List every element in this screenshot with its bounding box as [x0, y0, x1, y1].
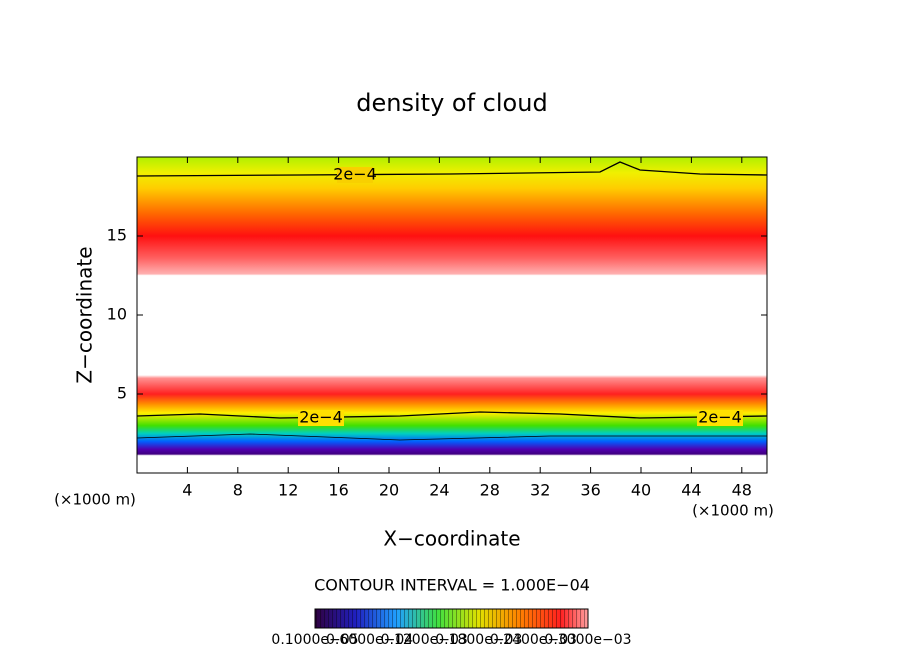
contour-line [136, 433, 767, 441]
label-bg [337, 167, 373, 183]
x-tick-label: 36 [580, 481, 600, 500]
x-tick-label: 24 [429, 481, 449, 500]
x-tick-label: 8 [233, 481, 243, 500]
colorbar-label: 0.3000e−03 [544, 632, 631, 648]
label-bg [298, 410, 344, 426]
colorbar-label: 0.1000e−05 [271, 632, 358, 648]
x-tick-label: 32 [530, 481, 550, 500]
x-tick-label: 20 [379, 481, 399, 500]
chart-title: density of cloud [356, 89, 547, 117]
x-tick-label: 40 [631, 481, 651, 500]
x-tick-label: 16 [328, 481, 348, 500]
x-tick-label: 4 [182, 481, 192, 500]
x-tick-label: 48 [732, 481, 752, 500]
contour-field [137, 157, 767, 473]
x-unit-label: (×1000 m) [692, 502, 774, 520]
x-tick-label: 44 [681, 481, 701, 500]
colorbar-label: 0.6000e−04 [326, 632, 413, 648]
y-tick-label: 10 [107, 305, 127, 324]
contour-label: 2e−4 [698, 408, 742, 427]
colorbar-label: 0.1200e−03 [381, 632, 468, 648]
y-tick-label: 5 [117, 384, 127, 403]
contour-label: 2e−4 [333, 165, 377, 184]
x-tick-label: 28 [480, 481, 500, 500]
contour-interval: CONTOUR INTERVAL = 1.000E−04 [314, 576, 590, 595]
y-tick-label: 15 [107, 226, 127, 245]
colorbar-label: 0.1800e−03 [435, 632, 522, 648]
y-axis-label: Z−coordinate [73, 246, 97, 383]
colorbar-frame [314, 608, 589, 629]
x-axis-label: X−coordinate [383, 527, 520, 551]
x-tick-label: 12 [278, 481, 298, 500]
x-unit-label: (×1000 m) [54, 491, 136, 509]
label-bg [697, 410, 743, 426]
contour-line [136, 411, 768, 419]
contour-label: 2e−4 [299, 408, 343, 427]
colorbar-label: 0.2400e−03 [490, 632, 577, 648]
contour-line [136, 161, 768, 177]
